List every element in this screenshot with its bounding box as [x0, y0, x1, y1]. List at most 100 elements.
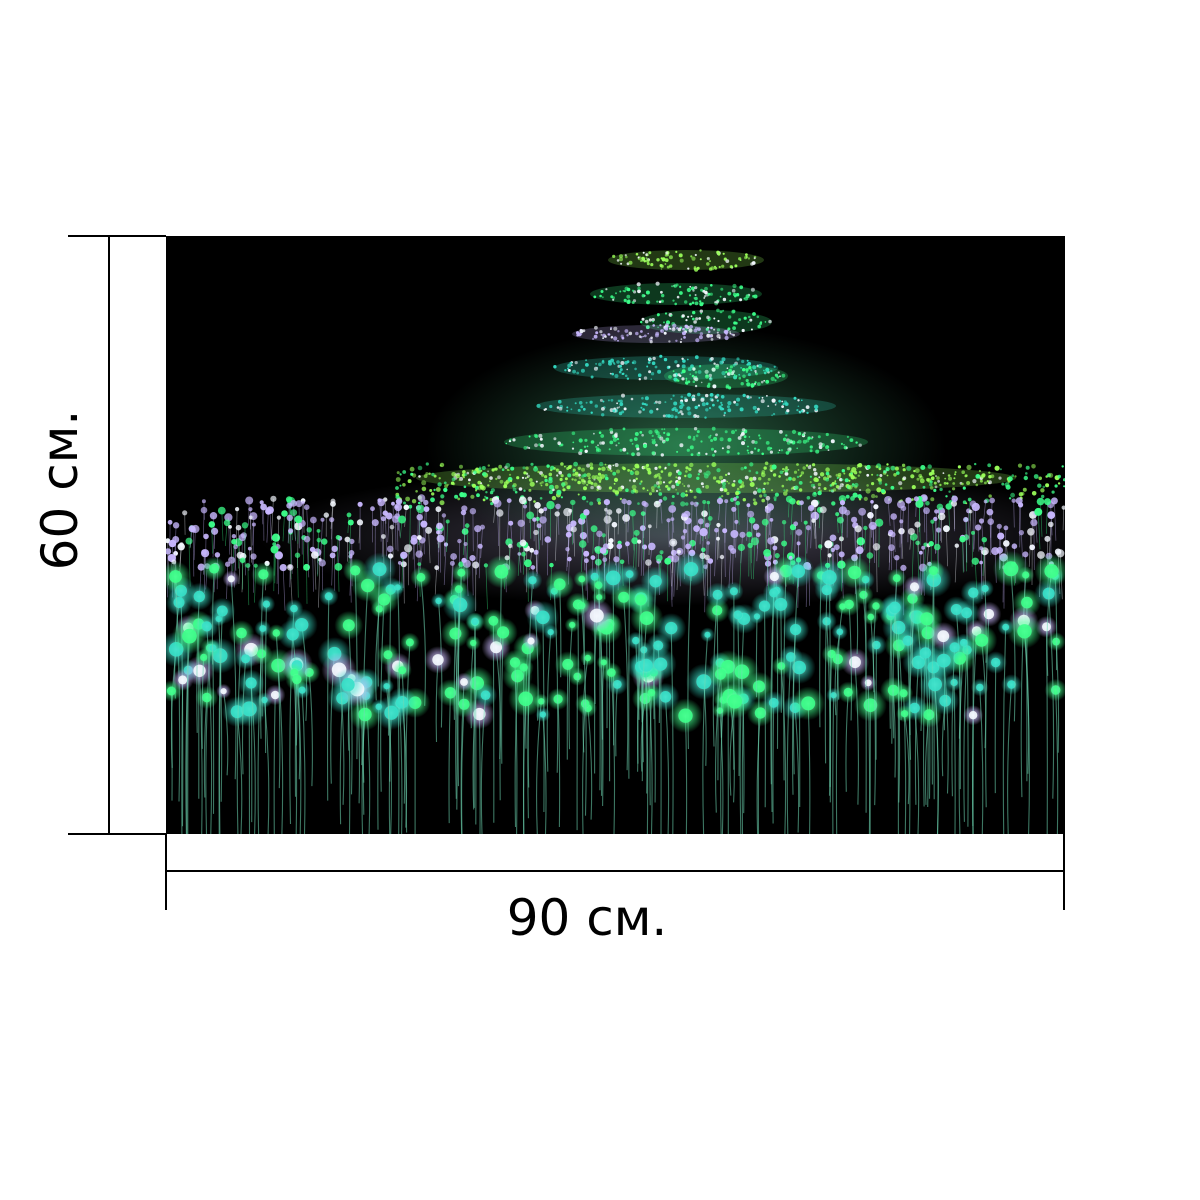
light-bulb	[724, 499, 729, 504]
light-bulb	[290, 500, 297, 507]
light-bulb	[404, 544, 413, 553]
foreground-bulb	[929, 566, 938, 576]
tier-light	[618, 442, 620, 445]
tier-light	[686, 287, 692, 293]
light-stem	[731, 550, 734, 585]
tier-light	[625, 255, 628, 259]
distant-light	[630, 489, 635, 494]
tier-light	[723, 488, 728, 492]
light-bulb	[781, 540, 788, 547]
tier-light	[748, 436, 751, 438]
tier-light	[608, 361, 612, 366]
tier-light	[760, 380, 764, 384]
tier-light	[693, 435, 696, 439]
foreground-stem	[914, 707, 920, 834]
tier-light	[705, 402, 709, 406]
light-stem	[282, 567, 286, 611]
tier-light	[823, 487, 827, 491]
distant-light	[831, 501, 836, 506]
light-bulb	[655, 554, 663, 562]
tier-light	[679, 285, 681, 288]
tier-light	[610, 295, 614, 299]
tier-light	[613, 433, 618, 438]
distant-light	[798, 481, 803, 485]
light-bulb	[1061, 505, 1065, 510]
foreground-stem	[644, 672, 648, 794]
foreground-stem	[835, 659, 839, 834]
light-stem	[573, 529, 576, 557]
tier-light	[577, 408, 581, 412]
tier-light	[567, 367, 569, 370]
distant-light	[836, 477, 839, 479]
tier-light	[658, 465, 662, 469]
light-stem	[266, 511, 269, 543]
tier-light	[893, 473, 897, 477]
light-stem	[586, 512, 589, 543]
tier-light	[661, 428, 664, 431]
light-stem	[580, 544, 584, 572]
distant-light	[407, 479, 412, 484]
light-bulb	[391, 501, 395, 506]
distant-light	[1040, 488, 1045, 493]
tier-light	[699, 258, 702, 261]
light-bulb	[930, 519, 935, 524]
distant-light	[560, 462, 564, 466]
light-stem	[522, 500, 524, 544]
distant-light	[616, 469, 620, 474]
tier-light	[774, 379, 777, 382]
tier-light	[610, 469, 613, 473]
tier-light	[534, 443, 538, 448]
light-stem	[818, 509, 821, 529]
light-bulb	[898, 528, 905, 535]
tier-light	[622, 427, 626, 431]
distant-light	[614, 490, 620, 495]
tier-light	[761, 396, 764, 399]
tier-light	[779, 430, 783, 434]
tier-light	[858, 470, 862, 474]
distant-light	[929, 482, 933, 487]
tier-light	[681, 314, 685, 318]
light-stem	[718, 500, 721, 521]
tier-light	[642, 408, 645, 411]
tier-light	[771, 414, 773, 417]
light-bulb	[303, 504, 310, 511]
light-stem	[566, 534, 570, 568]
tier-light	[757, 407, 760, 411]
foreground-bulb	[715, 668, 726, 680]
foreground-bulb	[704, 631, 711, 638]
tier-light	[674, 302, 677, 306]
light-stem	[293, 503, 296, 542]
tier-light	[535, 480, 538, 483]
light-stem	[434, 567, 438, 595]
tier-light	[574, 402, 577, 405]
tier-light	[691, 397, 696, 402]
foreground-bulb	[872, 602, 880, 610]
tier-light	[647, 332, 649, 335]
foreground-bulb	[527, 637, 535, 645]
tier-light	[763, 371, 767, 375]
foreground-stem	[275, 632, 281, 789]
light-bulb	[536, 523, 542, 529]
tier-light	[627, 299, 631, 303]
foreground-stem	[1007, 684, 1013, 834]
tier-light	[807, 436, 811, 440]
tier-light	[660, 470, 664, 473]
foreground-stem	[854, 662, 859, 805]
tier-light	[799, 475, 802, 478]
light-bulb	[410, 537, 418, 545]
tier-light	[616, 360, 620, 364]
light-bulb	[463, 542, 468, 546]
foreground-bulb	[270, 690, 280, 700]
distant-light	[457, 497, 461, 501]
light-bulb	[750, 537, 760, 546]
tier-light	[610, 398, 614, 402]
light-bulb	[1003, 525, 1009, 531]
light-bulb	[209, 512, 218, 520]
tier-light	[685, 379, 688, 381]
tier-light	[954, 471, 957, 474]
light-stem	[864, 527, 866, 551]
light-bulb	[733, 497, 737, 501]
tier-light	[898, 481, 903, 486]
tier-light	[702, 485, 705, 488]
tier-light	[637, 373, 642, 377]
